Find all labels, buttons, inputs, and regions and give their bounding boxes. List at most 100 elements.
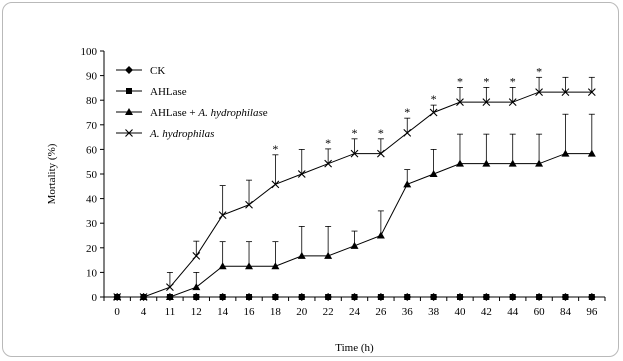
x-tick-label: 84	[560, 306, 572, 318]
y-tick-label: 80	[86, 95, 98, 107]
series-line	[117, 153, 592, 298]
data-point	[562, 294, 569, 300]
x-tick-label: 22	[323, 306, 334, 318]
legend-item-4: A. hydrophilas	[116, 128, 214, 140]
data-point	[246, 294, 253, 300]
data-point	[587, 149, 596, 157]
data-point	[482, 98, 491, 107]
data-point	[429, 170, 438, 177]
data-point	[483, 294, 490, 300]
data-point	[587, 88, 596, 96]
significance-asterisk: *	[536, 64, 542, 78]
legend-item-3: AHLase + A. hydrophilase	[116, 107, 268, 119]
legend-label: AHLase + A. hydrophilase	[150, 107, 268, 119]
x-tick-label: 40	[454, 306, 466, 318]
legend-label: AHLase	[150, 86, 187, 98]
data-point	[193, 294, 200, 300]
data-point	[324, 159, 333, 168]
x-tick-label: 26	[375, 306, 387, 318]
data-point	[218, 211, 227, 219]
data-point	[403, 180, 412, 188]
data-point	[508, 98, 517, 107]
significance-asterisk: *	[272, 142, 278, 156]
x-tick-label: 18	[270, 306, 282, 318]
significance-marks: * * * * * * * * * *	[272, 64, 542, 155]
data-point	[455, 159, 464, 167]
x-tick-label: 24	[349, 306, 361, 318]
data-point	[430, 294, 437, 300]
y-tick-label: 40	[86, 194, 98, 206]
significance-asterisk: *	[457, 74, 463, 88]
x-tick-label: 60	[534, 306, 546, 318]
data-point	[219, 294, 226, 300]
y-tick-label: 60	[86, 144, 98, 156]
data-point	[377, 294, 384, 300]
data-point	[271, 262, 280, 270]
significance-asterisk: *	[352, 126, 358, 140]
x-tick-label: 96	[586, 306, 598, 318]
data-point	[245, 262, 254, 270]
data-point	[297, 170, 306, 178]
data-point	[298, 294, 305, 300]
data-point	[271, 180, 280, 189]
y-tick-label: 100	[81, 46, 98, 58]
data-point	[588, 294, 595, 300]
data-point	[166, 283, 174, 292]
significance-asterisk: *	[510, 74, 516, 88]
legend: CK AHLase AHLase + A. hydrophilase A. hydro…	[116, 65, 268, 140]
x-tick-label: 12	[191, 306, 202, 318]
figure-frame	[2, 2, 619, 357]
legend-item-1: CK	[116, 65, 165, 77]
series-line	[117, 91, 592, 298]
data-point	[376, 149, 385, 158]
series-4	[113, 76, 596, 301]
x-tick-label: 44	[507, 306, 519, 318]
significance-asterisk: *	[325, 136, 331, 150]
x-tick-label: 11	[165, 306, 176, 318]
data-point	[113, 293, 122, 301]
x-tick-label: 42	[481, 306, 492, 318]
data-point	[297, 251, 306, 259]
data-point	[456, 294, 463, 300]
data-point	[325, 294, 332, 300]
y-tick-label: 50	[86, 169, 98, 181]
data-point	[508, 159, 517, 167]
x-tick-label: 36	[402, 306, 414, 318]
data-point	[139, 293, 148, 301]
y-tick-label: 70	[86, 120, 98, 132]
data-point	[535, 88, 543, 96]
x-tick-label: 14	[217, 306, 229, 318]
x-axis-title: Time (h)	[335, 342, 374, 354]
legend-label: A. hydrophilas	[149, 128, 214, 140]
legend-marker	[126, 88, 132, 94]
series-2	[114, 294, 595, 300]
series-3	[113, 113, 596, 300]
data-point	[403, 129, 412, 137]
significance-asterisk: *	[378, 126, 384, 140]
y-axis-title: Mortality (%)	[46, 143, 58, 204]
data-point	[272, 294, 279, 300]
y-tick-label: 30	[86, 218, 98, 230]
legend-marker	[125, 66, 133, 74]
data-point	[376, 231, 385, 239]
data-point	[245, 200, 253, 209]
data-point	[404, 294, 411, 300]
significance-asterisk: *	[431, 92, 437, 106]
significance-asterisk: *	[483, 74, 489, 88]
series-layer: * * * * * * * * * *	[113, 64, 596, 301]
data-point	[429, 108, 438, 117]
x-tick-label: 4	[141, 306, 147, 318]
data-point	[509, 294, 516, 300]
data-point	[350, 149, 359, 158]
data-point	[561, 149, 570, 157]
data-point	[324, 251, 333, 259]
data-point	[482, 159, 491, 167]
data-point	[456, 98, 464, 107]
data-point	[350, 241, 359, 249]
data-point	[535, 159, 544, 167]
y-tick-label: 20	[86, 243, 98, 255]
y-tick-label: 10	[86, 267, 98, 279]
data-point	[561, 88, 570, 96]
data-point	[165, 293, 174, 300]
